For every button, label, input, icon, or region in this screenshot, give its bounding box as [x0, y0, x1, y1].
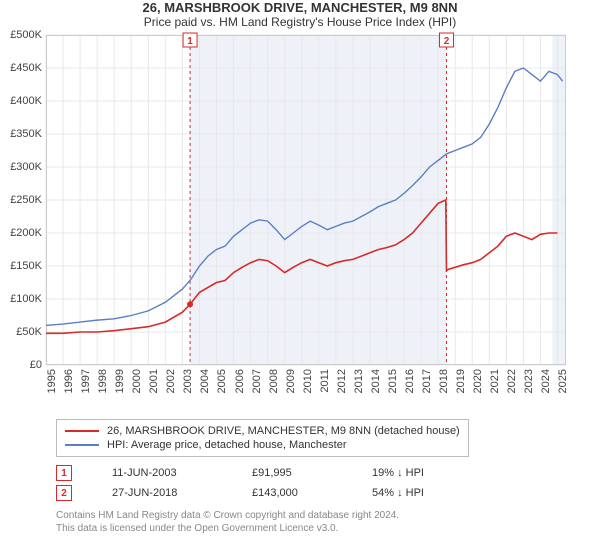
x-axis-label: 2007 — [251, 369, 263, 393]
svg-text:2: 2 — [444, 36, 450, 47]
x-axis-label: 2008 — [268, 369, 280, 393]
y-axis-label: £100K — [10, 293, 42, 305]
transaction-marker: 1 — [56, 465, 72, 481]
x-axis-label: 2004 — [199, 369, 211, 393]
x-axis-label: 2014 — [370, 369, 382, 393]
y-axis-label: £350K — [10, 128, 42, 140]
transaction-date: 11-JUN-2003 — [112, 467, 212, 479]
x-axis-label: 2009 — [285, 369, 297, 393]
transaction-delta: 54% ↓ HPI — [372, 487, 424, 499]
transaction-row: 1 11-JUN-2003 £91,995 19% ↓ HPI — [56, 463, 600, 483]
x-axis-label: 2011 — [319, 369, 331, 393]
transaction-price: £91,995 — [252, 467, 332, 479]
x-axis-label: 2020 — [472, 369, 484, 393]
y-axis-label: £450K — [10, 62, 42, 74]
x-axis-label: 2005 — [216, 369, 228, 393]
x-axis-label: 2012 — [336, 369, 348, 393]
x-axis-label: 1999 — [114, 369, 126, 393]
transaction-row: 2 27-JUN-2018 £143,000 54% ↓ HPI — [56, 483, 600, 503]
x-axis-label: 2006 — [234, 369, 246, 393]
x-axis-label: 2001 — [148, 369, 160, 393]
x-axis-label: 1997 — [80, 369, 92, 393]
y-axis-label: £150K — [10, 260, 42, 272]
x-axis-label: 2023 — [523, 369, 535, 393]
legend-swatch — [65, 444, 99, 446]
legend-row-hpi: HPI: Average price, detached house, Manc… — [65, 438, 460, 452]
y-axis-label: £300K — [10, 161, 42, 173]
copyright-line: Contains HM Land Registry data © Crown c… — [56, 509, 600, 522]
x-axis-label: 2015 — [387, 369, 399, 393]
x-axis-label: 1995 — [46, 369, 58, 393]
x-axis-label: 2022 — [506, 369, 518, 393]
legend-swatch — [65, 430, 99, 432]
x-axis-label: 2017 — [421, 369, 433, 393]
x-axis-label: 2002 — [165, 369, 177, 393]
svg-text:1: 1 — [187, 36, 193, 47]
transaction-price: £143,000 — [252, 487, 332, 499]
transactions-table: 1 11-JUN-2003 £91,995 19% ↓ HPI 2 27-JUN-2018… — [56, 463, 600, 503]
x-axis-label: 2021 — [489, 369, 501, 393]
x-axis-label: 2010 — [302, 369, 314, 393]
x-axis-label: 2025 — [557, 369, 569, 393]
x-axis-label: 2016 — [404, 369, 416, 393]
y-axis-label: £50K — [16, 326, 42, 338]
copyright-line: This data is licensed under the Open Gov… — [56, 522, 600, 535]
y-axis-label: £400K — [10, 95, 42, 107]
x-axis-label: 2003 — [182, 369, 194, 393]
y-axis-label: £0 — [30, 359, 42, 371]
transaction-marker: 2 — [56, 485, 72, 501]
legend-label: HPI: Average price, detached house, Manc… — [107, 439, 347, 451]
legend-row-property: 26, MARSHBROOK DRIVE, MANCHESTER, M9 8NN… — [65, 424, 460, 438]
transaction-delta: 19% ↓ HPI — [372, 467, 424, 479]
page-subtitle: Price paid vs. HM Land Registry's House … — [0, 15, 600, 29]
copyright: Contains HM Land Registry data © Crown c… — [56, 509, 600, 535]
chart-area: 12 £0£50K£100K£150K£200K£250K£300K£350K£… — [46, 35, 566, 365]
y-axis-label: £200K — [10, 227, 42, 239]
x-axis-label: 2024 — [540, 369, 552, 393]
transaction-date: 27-JUN-2018 — [112, 487, 212, 499]
x-axis-label: 2000 — [131, 369, 143, 393]
x-axis-label: 2019 — [455, 369, 467, 393]
x-axis-label: 1998 — [97, 369, 109, 393]
y-axis-label: £250K — [10, 194, 42, 206]
page-title: 26, MARSHBROOK DRIVE, MANCHESTER, M9 8NN — [0, 0, 600, 15]
x-axis-label: 2018 — [438, 369, 450, 393]
legend-label: 26, MARSHBROOK DRIVE, MANCHESTER, M9 8NN… — [107, 425, 460, 437]
x-axis-label: 2013 — [353, 369, 365, 393]
y-axis-label: £500K — [10, 29, 42, 41]
x-axis-label: 1996 — [63, 369, 75, 393]
price-chart: 12 — [46, 35, 566, 365]
legend: 26, MARSHBROOK DRIVE, MANCHESTER, M9 8NN… — [56, 419, 469, 457]
